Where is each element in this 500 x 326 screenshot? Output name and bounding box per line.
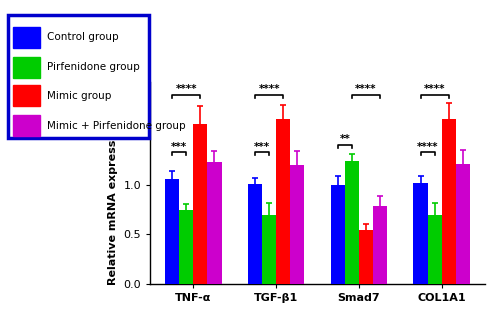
Text: ****: **** (258, 84, 280, 94)
Bar (330, 185, 345, 284)
Text: ****: **** (355, 84, 376, 94)
Bar (180, 210, 194, 284)
FancyBboxPatch shape (12, 27, 40, 48)
Text: **: ** (340, 134, 350, 144)
Text: ****: **** (424, 84, 446, 94)
Bar (248, 184, 262, 284)
Bar (373, 206, 387, 284)
Bar (359, 230, 373, 284)
Text: ***: *** (171, 141, 188, 152)
Bar (262, 215, 276, 284)
Text: Mimic group: Mimic group (47, 91, 112, 101)
Bar (194, 124, 207, 284)
Bar (165, 179, 180, 284)
FancyBboxPatch shape (8, 15, 149, 138)
Text: Mimic + Pirfenidone group: Mimic + Pirfenidone group (47, 121, 186, 131)
FancyBboxPatch shape (12, 85, 40, 106)
Bar (345, 161, 359, 284)
Text: ****: **** (176, 84, 197, 94)
FancyBboxPatch shape (12, 115, 40, 136)
Text: Pirfenidone group: Pirfenidone group (47, 62, 140, 72)
Bar (456, 164, 470, 284)
Bar (428, 215, 442, 284)
FancyBboxPatch shape (12, 57, 40, 78)
Bar (276, 119, 290, 284)
Bar (290, 165, 304, 284)
Y-axis label: Relative mRNA expression levels: Relative mRNA expression levels (108, 80, 118, 285)
Text: ****: **** (417, 141, 438, 152)
Bar (442, 119, 456, 284)
Text: ***: *** (254, 141, 270, 152)
Bar (208, 162, 222, 284)
Text: Control group: Control group (47, 32, 118, 42)
Bar (414, 183, 428, 284)
